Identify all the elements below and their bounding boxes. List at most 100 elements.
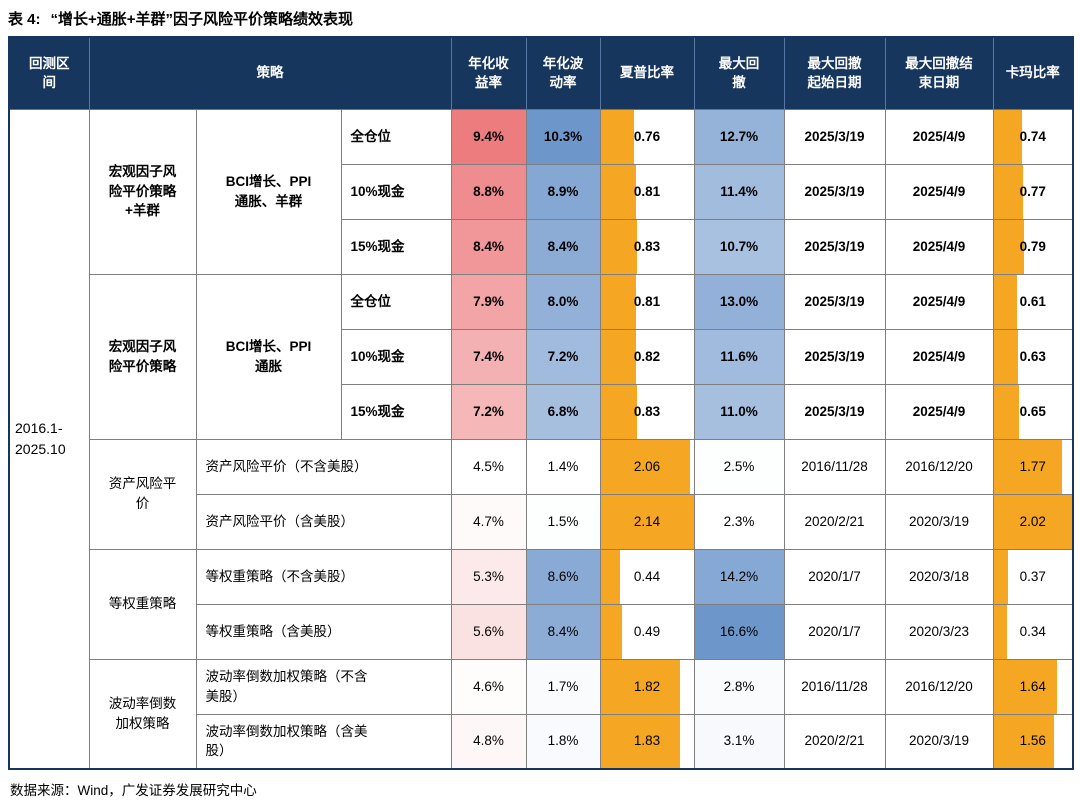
calmar-ratio-cell: 1.64 xyxy=(992,658,1074,715)
drawdown-end-date-cell: 2025/4/9 xyxy=(884,163,994,220)
drawdown-end-date-cell: 2016/12/20 xyxy=(884,438,994,495)
bar-value: 0.79 xyxy=(1019,238,1046,254)
drawdown-start-date-cell: 2020/2/21 xyxy=(783,493,886,550)
table-row: 波动率倒数 加权策略 波动率倒数加权策略（不含 美股） 4.6% 1.7% 1.82 2.… xyxy=(9,658,1074,770)
calmar-ratio-cell: 2.02 xyxy=(992,493,1074,550)
data-bar xyxy=(601,495,694,548)
bar-value: 1.64 xyxy=(1019,678,1046,694)
annual-volatility-cell: 1.8% xyxy=(525,713,601,770)
data-bar xyxy=(601,550,620,603)
calmar-ratio-cell: 0.63 xyxy=(992,328,1074,385)
drawdown-end-date-cell: 2025/4/9 xyxy=(884,273,994,330)
sharpe-ratio-cell: 0.81 xyxy=(599,163,695,220)
column-header: 策略 xyxy=(88,36,452,110)
strategy-label-cell: 等权重策略（含美股） xyxy=(195,603,452,660)
drawdown-end-date-cell: 2025/4/9 xyxy=(884,218,994,275)
bar-value: 1.83 xyxy=(633,733,661,749)
table-row: 10%现金 8.8% 8.9% 0.81 11.4% 2025/3/19 2025/4/9 0… xyxy=(9,163,1074,220)
strategy-group-cell: 宏观因子风 险平价策略 +羊群 xyxy=(88,108,197,275)
annual-volatility-cell: 8.9% xyxy=(525,163,601,220)
bar-value: 1.77 xyxy=(1019,458,1046,474)
calmar-ratio-cell: 0.65 xyxy=(992,383,1074,440)
sharpe-ratio-cell: 0.76 xyxy=(599,108,695,165)
sharpe-ratio-cell: 0.83 xyxy=(599,218,695,275)
bar-value: 2.02 xyxy=(1019,513,1046,529)
max-drawdown-cell: 3.1% xyxy=(693,713,785,770)
factors-cell: BCI增长、PPI 通胀、羊群 xyxy=(195,108,342,275)
table-row: 等权重策略（含美股） 5.6% 8.4% 0.49 16.6% 2020/1/7 2020/… xyxy=(9,603,1074,660)
annual-return-cell: 4.6% xyxy=(450,658,527,715)
drawdown-end-date-cell: 2025/4/9 xyxy=(884,328,994,385)
annual-volatility-cell: 1.7% xyxy=(525,658,601,715)
drawdown-end-date-cell: 2020/3/19 xyxy=(884,493,994,550)
strategy-label-cell: 资产风险平价（不含美股） xyxy=(195,438,452,495)
strategy-label-cell: 全仓位 xyxy=(340,273,452,330)
sharpe-ratio-cell: 2.14 xyxy=(599,493,695,550)
sharpe-ratio-cell: 2.06 xyxy=(599,438,695,495)
bar-value: 0.34 xyxy=(1019,623,1046,639)
annual-volatility-cell: 1.5% xyxy=(525,493,601,550)
data-bar xyxy=(994,605,1007,658)
data-bar xyxy=(601,165,636,218)
max-drawdown-cell: 10.7% xyxy=(693,218,785,275)
bar-value: 0.63 xyxy=(1019,348,1046,364)
max-drawdown-cell: 11.6% xyxy=(693,328,785,385)
bar-value: 1.82 xyxy=(633,678,661,694)
bar-value: 0.81 xyxy=(633,183,661,199)
data-bar xyxy=(601,605,622,658)
drawdown-start-date-cell: 2016/11/28 xyxy=(783,658,886,715)
annual-return-cell: 8.8% xyxy=(450,163,527,220)
calmar-ratio-cell: 0.37 xyxy=(992,548,1074,605)
bar-value: 0.61 xyxy=(1019,293,1046,309)
sharpe-ratio-cell: 0.49 xyxy=(599,603,695,660)
source-note: 数据来源：Wind，广发证券发展研究中心 xyxy=(10,783,257,798)
bar-value: 2.14 xyxy=(633,513,661,529)
data-bar xyxy=(994,495,1073,548)
table-title: 表 4: “增长+通胀+羊群”因子风险平价策略绩效表现 xyxy=(8,8,1072,29)
data-bar xyxy=(601,715,681,768)
drawdown-start-date-cell: 2020/1/7 xyxy=(783,548,886,605)
data-bar xyxy=(601,220,637,273)
strategy-label-cell: 10%现金 xyxy=(340,163,452,220)
calmar-ratio-cell: 0.74 xyxy=(992,108,1074,165)
table-title-text: “增长+通胀+羊群”因子风险平价策略绩效表现 xyxy=(50,11,354,28)
annual-return-cell: 5.6% xyxy=(450,603,527,660)
column-header: 最大回 撤 xyxy=(693,36,785,110)
column-header: 卡玛比率 xyxy=(992,36,1074,110)
annual-return-cell: 9.4% xyxy=(450,108,527,165)
strategy-label-cell: 10%现金 xyxy=(340,328,452,385)
data-bar xyxy=(994,715,1055,768)
table-row: 宏观因子风 险平价策略 BCI增长、PPI 通胀 全仓位 7.9% 8.0% 0.81 13… xyxy=(9,273,1074,440)
data-bar xyxy=(601,330,637,383)
annual-return-cell: 7.2% xyxy=(450,383,527,440)
sharpe-ratio-cell: 0.83 xyxy=(599,383,695,440)
calmar-ratio-cell: 1.77 xyxy=(992,438,1074,495)
bar-value: 0.81 xyxy=(633,293,661,309)
annual-return-cell: 7.9% xyxy=(450,273,527,330)
drawdown-start-date-cell: 2025/3/19 xyxy=(783,273,886,330)
data-bar xyxy=(994,660,1058,713)
drawdown-start-date-cell: 2025/3/19 xyxy=(783,383,886,440)
annual-return-cell: 7.4% xyxy=(450,328,527,385)
drawdown-start-date-cell: 2020/2/21 xyxy=(783,713,886,770)
bar-value: 0.83 xyxy=(633,238,661,254)
annual-volatility-cell: 1.4% xyxy=(525,438,601,495)
annual-return-cell: 8.4% xyxy=(450,218,527,275)
data-bar xyxy=(994,330,1019,383)
bar-value: 0.74 xyxy=(1019,128,1046,144)
data-bar xyxy=(994,550,1008,603)
annual-return-cell: 4.8% xyxy=(450,713,527,770)
data-bar xyxy=(994,275,1018,328)
max-drawdown-cell: 2.3% xyxy=(693,493,785,550)
annual-volatility-cell: 8.0% xyxy=(525,273,601,330)
column-header: 最大回撤结 束日期 xyxy=(884,36,994,110)
max-drawdown-cell: 11.0% xyxy=(693,383,785,440)
bar-value: 2.06 xyxy=(633,458,661,474)
bar-value: 0.49 xyxy=(633,623,661,639)
bar-value: 0.83 xyxy=(633,403,661,419)
bar-value: 0.76 xyxy=(633,128,661,144)
table-row: 波动率倒数加权策略（含美 股） 4.8% 1.8% 1.83 3.1% 2020/2/21… xyxy=(9,713,1074,770)
data-bar xyxy=(994,440,1063,493)
strategy-group-cell: 资产风险平 价 xyxy=(88,438,197,550)
